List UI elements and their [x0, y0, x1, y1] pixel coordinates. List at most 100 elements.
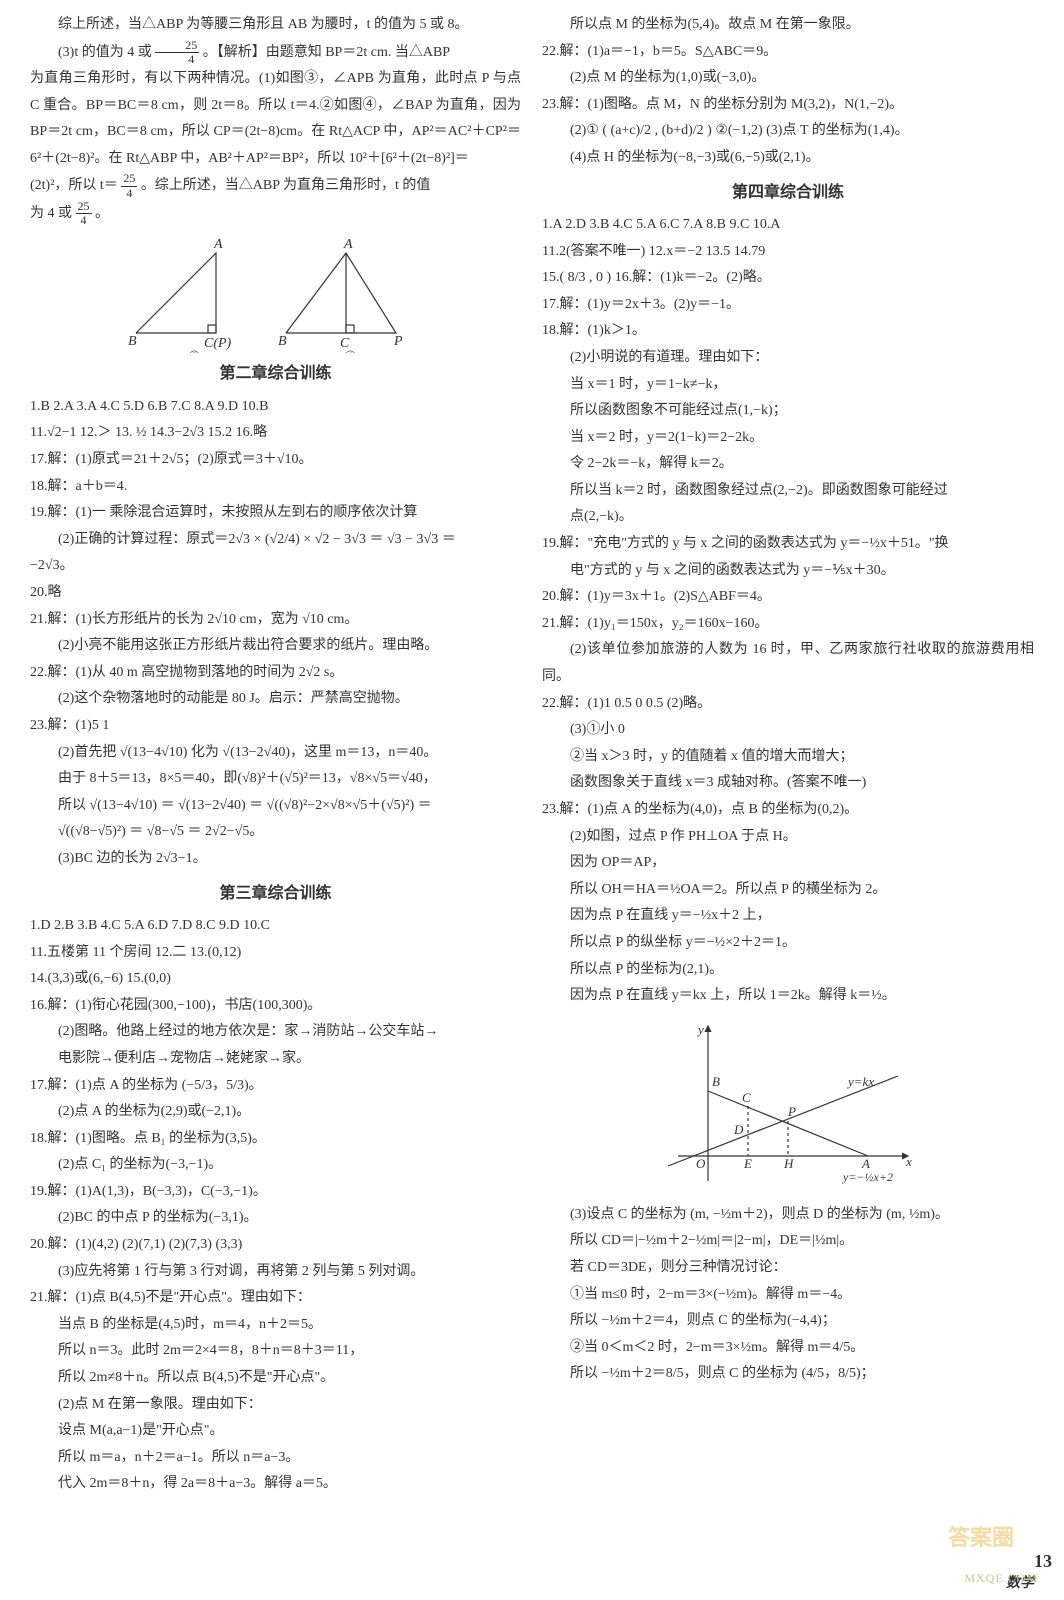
mc-answers: 1.D 2.B 3.B 4.C 5.A 6.D 7.D 8.C 9.D 10.C: [30, 913, 521, 940]
text-line: 代入 2m＝8＋n，得 2a＝8＋a−3。解得 a＝5。: [30, 1471, 521, 1498]
text-line: (2)点 M 在第一象限。理由如下：: [30, 1392, 521, 1419]
text-line: −2√3。: [30, 553, 521, 580]
svg-text:y: y: [696, 1022, 704, 1037]
svg-text:P: P: [787, 1104, 796, 1119]
text-line: 函数图象关于直线 x＝3 成轴对称。(答案不唯一): [542, 770, 1034, 797]
fill-answers: 11.2(答案不唯一) 12.x＝−2 13.5 14.79: [542, 239, 1034, 266]
text-line: 16.解：(1)衔心花园(300,−100)，书店(100,300)。: [30, 993, 521, 1020]
text-line: 19.解：(1)A(1,3)，B(−3,3)，C(−3,−1)。: [30, 1179, 521, 1206]
text-line: 当 x＝1 时，y＝1−k≠−k，: [542, 372, 1034, 399]
triangle-figure: A B C(P) A B C P ③ ④: [96, 233, 456, 353]
svg-text:A: A: [861, 1156, 870, 1171]
watermark-logo: 答案圈: [948, 1520, 1038, 1560]
text-line: 所以 OH＝HA＝½OA＝2。所以点 P 的横坐标为 2。: [542, 877, 1034, 904]
text-line: 所以 n＝3。此时 2m＝2×4＝8，8＋n＝8＋3＝11，: [30, 1338, 521, 1365]
text-line: 22.解：(1)1 0.5 0 0.5 (2)略。: [542, 691, 1034, 718]
text-line: 所以 √(13−4√10) ＝ √(13−2√40) ＝ √((√8)²−2×√…: [30, 793, 521, 820]
svg-text:D: D: [733, 1122, 744, 1137]
text-line: (2)① ( (a+c)/2 , (b+d)/2 ) ②(−1,2) (3)点 …: [542, 118, 1034, 145]
text-line: (3)BC 边的长为 2√3−1。: [30, 846, 521, 873]
text-line: 15.( 8/3 , 0 ) 16.解：(1)k＝−2。(2)略。: [542, 265, 1034, 292]
text-line: 18.解：a＋b＝4.: [30, 474, 521, 501]
text-line: 20.解：(1)y＝3x＋1。(2)S△ABF＝4。: [542, 584, 1034, 611]
text-line: 20.解：(1)(4,2) (2)(7,1) (2)(7,3) (3,3): [30, 1232, 521, 1259]
text-line: 所以 CD＝|−½m＋2−½m|＝|2−m|，DE＝|½m|。: [542, 1228, 1034, 1255]
text-line: (2)点 A 的坐标为(2,9)或(−2,1)。: [30, 1099, 521, 1126]
text-line: 14.(3,3)或(6,−6) 15.(0,0): [30, 966, 521, 993]
text-line: (2)小亮不能用这张正方形纸片裁出符合要求的纸片。理由略。: [30, 633, 521, 660]
text-line: (2)图略。他路上经过的地方依次是：家→消防站→公交车站→: [30, 1019, 521, 1046]
text-line: 所以 2m≠8＋n。所以点 B(4,5)不是"开心点"。: [30, 1365, 521, 1392]
text-line: 21.解：(1)长方形纸片的长为 2√10 cm，宽为 √10 cm。: [30, 607, 521, 634]
svg-text:③: ③: [188, 350, 201, 353]
text-line: 18.解：(1)k＞1。: [542, 318, 1034, 345]
text: 为 4 或: [30, 206, 76, 221]
text-line: 所以 m＝a，n＋2＝a−1。所以 n＝a−3。: [30, 1445, 521, 1472]
text-line: 电"方式的 y 与 x 之间的函数表达式为 y＝−⅕x＋30。: [542, 558, 1034, 585]
svg-text:A: A: [343, 237, 353, 252]
svg-text:B: B: [712, 1074, 720, 1089]
svg-text:y=kx: y=kx: [846, 1074, 874, 1089]
text: 。综上所述，当△ABP 为直角三角形时，t 的值: [141, 178, 431, 193]
text-line: 所以点 M 的坐标为(5,4)。故点 M 在第一象限。: [542, 12, 1034, 39]
text-line: 当点 B 的坐标是(4,5)时，m＝4，n＋2＝5。: [30, 1312, 521, 1339]
svg-text:A: A: [213, 237, 223, 252]
text-line: (3)应先将第 1 行与第 3 行对调，再将第 2 列与第 5 列对调。: [30, 1259, 521, 1286]
text-line: 因为 OP＝AP，: [542, 850, 1034, 877]
text-line: 设点 M(a,a−1)是"开心点"。: [30, 1418, 521, 1445]
text-line: 21.解：(1)点 B(4,5)不是"开心点"。理由如下：: [30, 1285, 521, 1312]
text-line: (2)BC 的中点 P 的坐标为(−3,1)。: [30, 1205, 521, 1232]
page-number: 13: [1034, 1551, 1052, 1572]
svg-text:O: O: [696, 1156, 706, 1171]
text-line: (4)点 H 的坐标为(−8,−3)或(6,−5)或(2,1)。: [542, 145, 1034, 172]
text-line: (2)小明说的有道理。理由如下：: [542, 345, 1034, 372]
fraction: 254: [76, 200, 92, 227]
text-line: 22.解：(1)a＝−1，b＝5。S△ABC＝9。: [542, 39, 1034, 66]
svg-text:C: C: [742, 1090, 751, 1105]
text-line: ②当 x＞3 时，y 的值随着 x 值的增大而增大；: [542, 744, 1034, 771]
text-line: 综上所述，当△ABP 为等腰三角形且 AB 为腰时，t 的值为 5 或 8。: [30, 12, 521, 39]
section-title: 第四章综合训练: [542, 178, 1034, 208]
text-line: 11.五楼第 11 个房间 12.二 13.(0,12): [30, 940, 521, 967]
text-line: ②当 0＜m＜2 时，2−m＝3×½m。解得 m＝4/5。: [542, 1335, 1034, 1362]
text-line: 所以当 k＝2 时，函数图象经过点(2,−2)。即函数图象可能经过: [542, 478, 1034, 505]
text-line: 令 2−2k＝−k，解得 k＝2。: [542, 451, 1034, 478]
text-line: 因为点 P 在直线 y＝−½x＋2 上，: [542, 903, 1034, 930]
text-line: 所以点 P 的坐标为(2,1)。: [542, 957, 1034, 984]
text-line: (2)这个杂物落地时的动能是 80 J。启示：严禁高空抛物。: [30, 686, 521, 713]
svg-text:④: ④: [344, 350, 357, 353]
text-line: 所以 −½m＋2＝8/5，则点 C 的坐标为 (4/5，8/5)；: [542, 1361, 1034, 1388]
text-line: (2t)²，所以 t＝ 254 。综上所述，当△ABP 为直角三角形时，t 的值: [30, 172, 521, 200]
text-line: √((√8−√5)²) ＝ √8−√5 ＝ 2√2−√5。: [30, 819, 521, 846]
text-line: (2)正确的计算过程：原式＝2√3 × (√2/4) × √2 − 3√3 ＝ …: [30, 527, 521, 554]
text-line: 17.解：(1)点 A 的坐标为 (−5/3，5/3)。: [30, 1073, 521, 1100]
svg-text:H: H: [783, 1156, 794, 1171]
text-line: 23.解：(1)5 1: [30, 713, 521, 740]
text-line: 点(2,−k)。: [542, 504, 1034, 531]
svg-text:C: C: [340, 336, 350, 351]
text-line: 所以函数图象不可能经过点(1,−k)；: [542, 398, 1034, 425]
text-line: 23.解：(1)图略。点 M，N 的坐标分别为 M(3,2)，N(1,−2)。: [542, 92, 1034, 119]
watermark-url: MXQE.COM: [964, 1571, 1038, 1586]
text-line: (3)①小 0: [542, 717, 1034, 744]
text-line: (2)首先把 √(13−4√10) 化为 √(13−2√40)，这里 m＝13，…: [30, 740, 521, 767]
svg-text:P: P: [393, 334, 403, 349]
text: (3)t 的值为 4 或: [58, 45, 155, 60]
fraction: 254: [155, 39, 199, 66]
text-line: (2)点 C₁ 的坐标为(−3,−1)。: [30, 1152, 521, 1179]
text: 。: [95, 206, 109, 221]
text: 。【解析】由题意知 BP＝2t cm. 当△ABP: [203, 45, 450, 60]
mc-answers: 1.B 2.A 3.A 4.C 5.D 6.B 7.C 8.A 9.D 10.B: [30, 394, 521, 421]
text-line: 21.解：(1)y₁＝150x，y₂＝160x−160。: [542, 611, 1034, 638]
text-line: 22.解：(1)从 40 m 高空抛物到落地的时间为 2√2 s。: [30, 660, 521, 687]
text-line: 为 4 或 254 。: [30, 200, 521, 228]
text-line: 19.解：(1)一 乘除混合运算时，未按照从左到右的顺序依次计算: [30, 500, 521, 527]
svg-text:E: E: [743, 1156, 752, 1171]
text-line: (2)该单位参加旅游的人数为 16 时，甲、乙两家旅行社收取的旅游费用相同。: [542, 637, 1034, 690]
text-line: 因为点 P 在直线 y＝kx 上，所以 1＝2k。解得 k＝½。: [542, 983, 1034, 1010]
svg-text:B: B: [278, 334, 287, 349]
svg-text:C(P): C(P): [204, 336, 232, 351]
text-line: (2)点 M 的坐标为(1,0)或(−3,0)。: [542, 65, 1034, 92]
svg-text:B: B: [128, 334, 137, 349]
text-line: 17.解：(1)y＝2x＋3。(2)y＝−1。: [542, 292, 1034, 319]
